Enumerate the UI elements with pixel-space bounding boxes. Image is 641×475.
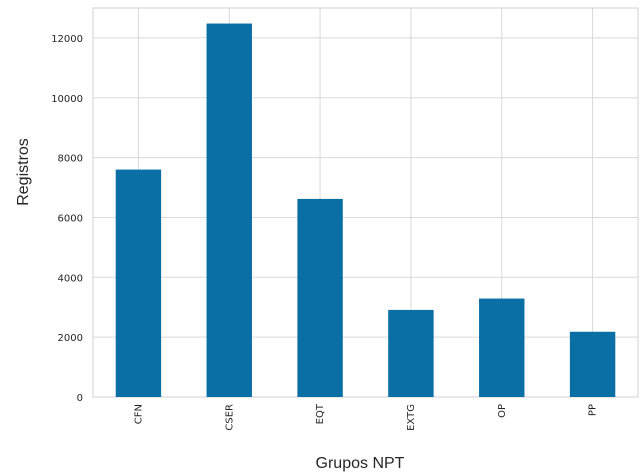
bars xyxy=(115,23,616,398)
x-axis-ticks: CFN CSER EQT EXTG OP PP xyxy=(133,403,598,431)
y-axis-label: Registros xyxy=(15,138,32,206)
y-tick-label: 8000 xyxy=(58,154,83,165)
y-tick-label: 2000 xyxy=(58,333,83,344)
y-tick-label: 0 xyxy=(77,393,83,404)
x-tick-label: EXTG xyxy=(406,404,417,431)
x-tick-label: CFN xyxy=(133,404,144,424)
x-tick-label: EQT xyxy=(315,403,326,424)
y-tick-label: 4000 xyxy=(58,273,83,284)
x-tick-label: PP xyxy=(588,404,599,416)
bar-cfn xyxy=(115,169,162,397)
y-axis-ticks: 0 2000 4000 6000 8000 10000 12000 xyxy=(51,34,83,404)
grid xyxy=(93,8,638,398)
bar-cser xyxy=(206,23,252,398)
bar-pp xyxy=(569,331,616,397)
x-axis-label: Grupos NPT xyxy=(316,455,405,472)
bar-eqt xyxy=(297,198,343,397)
x-tick-label: CSER xyxy=(224,404,235,431)
y-tick-label: 10000 xyxy=(51,94,83,105)
y-tick-label: 6000 xyxy=(58,213,83,224)
y-tick-label: 12000 xyxy=(51,34,83,45)
plot-frame xyxy=(92,7,639,398)
x-tick-label: OP xyxy=(497,404,508,418)
bar-op xyxy=(479,298,525,397)
bar-extg xyxy=(388,309,434,397)
